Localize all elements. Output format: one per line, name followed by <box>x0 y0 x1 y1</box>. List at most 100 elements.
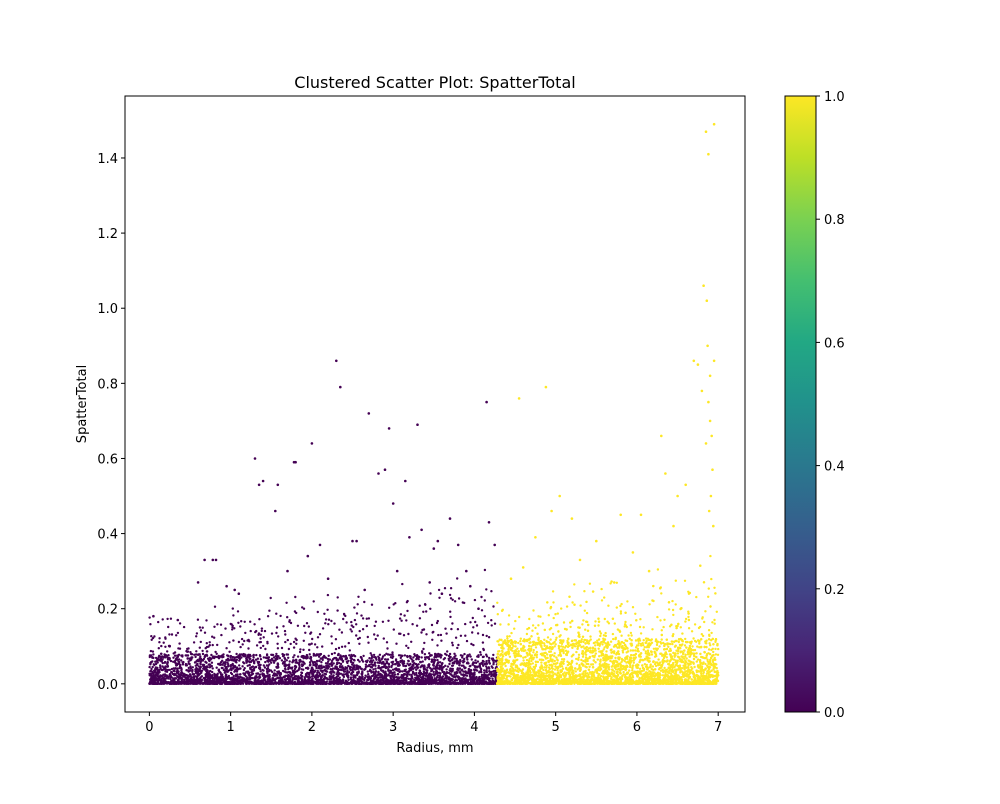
data-point <box>415 674 419 677</box>
data-point <box>265 664 269 667</box>
data-point <box>198 626 202 629</box>
data-point <box>196 670 200 673</box>
data-point <box>397 682 400 685</box>
data-point <box>166 668 170 672</box>
data-point <box>387 427 391 430</box>
data-point <box>292 673 295 676</box>
data-point <box>445 677 448 680</box>
data-point <box>199 629 203 632</box>
data-point <box>420 650 424 653</box>
data-point <box>258 667 262 671</box>
data-point <box>202 664 205 668</box>
data-point <box>486 621 490 625</box>
data-point <box>390 661 393 664</box>
data-point <box>311 682 314 685</box>
data-point <box>273 669 276 672</box>
data-point <box>399 676 402 679</box>
data-point <box>354 682 358 685</box>
data-point <box>437 652 440 656</box>
data-point <box>208 641 211 644</box>
data-point <box>208 656 211 659</box>
data-point <box>194 668 198 672</box>
data-point <box>250 674 253 677</box>
data-point <box>275 631 278 635</box>
data-point <box>332 677 336 681</box>
data-point <box>427 678 430 681</box>
data-point <box>309 631 313 634</box>
data-point <box>188 673 192 676</box>
data-point <box>398 617 402 620</box>
data-point <box>487 656 491 660</box>
data-point <box>164 654 168 657</box>
data-point <box>469 621 472 624</box>
data-point <box>152 614 155 618</box>
data-point <box>436 658 439 662</box>
data-point <box>232 680 235 683</box>
data-point <box>409 663 412 666</box>
data-point <box>259 640 262 644</box>
data-point <box>342 673 345 677</box>
data-point <box>302 648 305 651</box>
data-point <box>241 676 244 679</box>
data-point <box>240 656 243 659</box>
data-point <box>388 682 391 685</box>
data-point <box>434 659 437 662</box>
data-point <box>248 681 251 684</box>
data-point <box>455 657 458 661</box>
data-point <box>425 671 429 674</box>
data-point <box>473 598 477 602</box>
data-point <box>160 660 163 663</box>
data-point <box>262 669 265 672</box>
data-point <box>247 653 250 656</box>
data-point <box>321 656 324 660</box>
data-point <box>340 658 344 661</box>
data-point <box>316 682 319 685</box>
data-point <box>247 673 250 677</box>
data-point <box>340 645 344 648</box>
data-point <box>150 675 154 678</box>
data-point <box>226 657 230 660</box>
data-point <box>265 667 269 671</box>
data-point <box>439 672 442 675</box>
data-point <box>335 663 339 666</box>
data-point <box>208 663 211 666</box>
data-point <box>210 653 213 657</box>
data-point <box>170 667 174 671</box>
data-point <box>374 620 378 623</box>
data-point <box>348 654 351 657</box>
data-point <box>233 588 236 592</box>
data-point <box>266 671 269 675</box>
data-point <box>345 682 348 685</box>
data-point <box>400 619 403 622</box>
data-point <box>283 670 286 673</box>
data-point <box>432 547 436 550</box>
data-point <box>349 659 353 662</box>
data-point <box>176 618 180 622</box>
data-point <box>199 665 202 669</box>
data-point <box>166 617 169 621</box>
data-point <box>458 667 462 670</box>
data-point <box>286 616 289 619</box>
data-point <box>243 639 246 643</box>
data-point <box>397 676 400 679</box>
data-point <box>295 638 298 642</box>
data-point <box>464 622 467 626</box>
data-point <box>192 682 195 685</box>
data-point <box>201 626 204 629</box>
data-point <box>205 674 208 677</box>
data-point <box>334 647 338 651</box>
data-point <box>195 632 199 635</box>
data-point <box>246 670 250 673</box>
data-point <box>406 609 409 613</box>
data-point <box>347 678 350 682</box>
data-point <box>287 675 290 679</box>
data-point <box>187 675 190 679</box>
data-point <box>485 400 488 404</box>
data-point <box>274 680 277 684</box>
data-point <box>150 635 153 638</box>
data-point <box>424 682 427 685</box>
data-point <box>383 468 387 472</box>
data-point <box>298 666 301 669</box>
data-point <box>490 670 493 674</box>
data-point <box>388 606 391 609</box>
